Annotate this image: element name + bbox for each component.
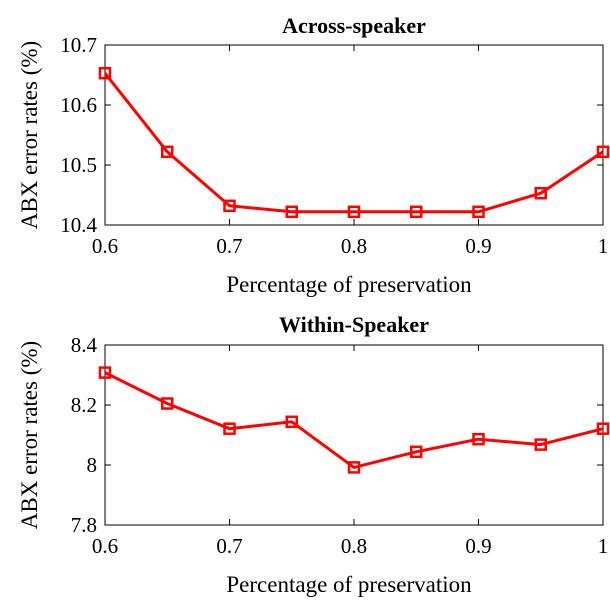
across-data-point [472,205,485,219]
within-axes-box [104,344,604,526]
across-x-tick-label: 0.9 [465,234,491,258]
across-x-tick-label: 0.8 [341,234,367,258]
across-x-tick-label: 0.7 [216,234,242,258]
within-x-tick-label: 0.8 [341,534,367,558]
within-chart-title: Within-Speaker [279,312,429,337]
across-data-point [98,66,112,80]
within-data-point [98,366,112,379]
across-y-tick-label: 10.7 [60,33,97,57]
within-x-tick-label: 0.6 [92,534,118,558]
within-data-point [223,422,236,435]
across-data-point [223,199,236,213]
within-data-point [285,415,298,429]
within-data-point [347,461,361,474]
within-x-tick-label: 0.7 [216,534,242,558]
across-series-line [103,72,604,214]
within-y-tick-label: 7.8 [71,513,97,537]
within-y-tick-label: 8.4 [71,333,98,357]
across-data-point [410,205,423,219]
across-chart-title: Across-speaker [282,13,426,38]
across-y-tick-label: 10.5 [60,153,97,177]
within-y-axis-label: ABX error rates (%) [17,341,42,529]
across-data-point [285,205,298,219]
across-data-point [161,145,174,159]
within-data-point [161,397,174,410]
within-data-point [410,445,423,459]
across-data-point [596,145,610,159]
within-y-tick-label: 8.2 [71,393,97,417]
across-y-tick-label: 10.4 [60,213,97,237]
across-x-axis-label: Percentage of preservation [226,272,472,297]
across-data-point [534,186,547,200]
within-x-tick-label: 0.9 [465,534,491,558]
within-series-line [104,371,604,469]
across-y-axis-label: ABX error rates (%) [17,41,42,229]
across-x-tick-label: 1 [598,234,609,258]
within-x-axis-label: Percentage of preservation [226,572,472,597]
across-data-point [347,205,361,219]
across-x-tick-label: 0.6 [92,234,118,258]
within-y-tick-label: 8 [87,453,98,477]
within-data-point [534,438,547,451]
within-x-tick-label: 1 [598,534,609,558]
within-data-point [596,422,610,435]
across-y-tick-label: 10.6 [60,93,97,117]
within-data-point [472,432,485,446]
